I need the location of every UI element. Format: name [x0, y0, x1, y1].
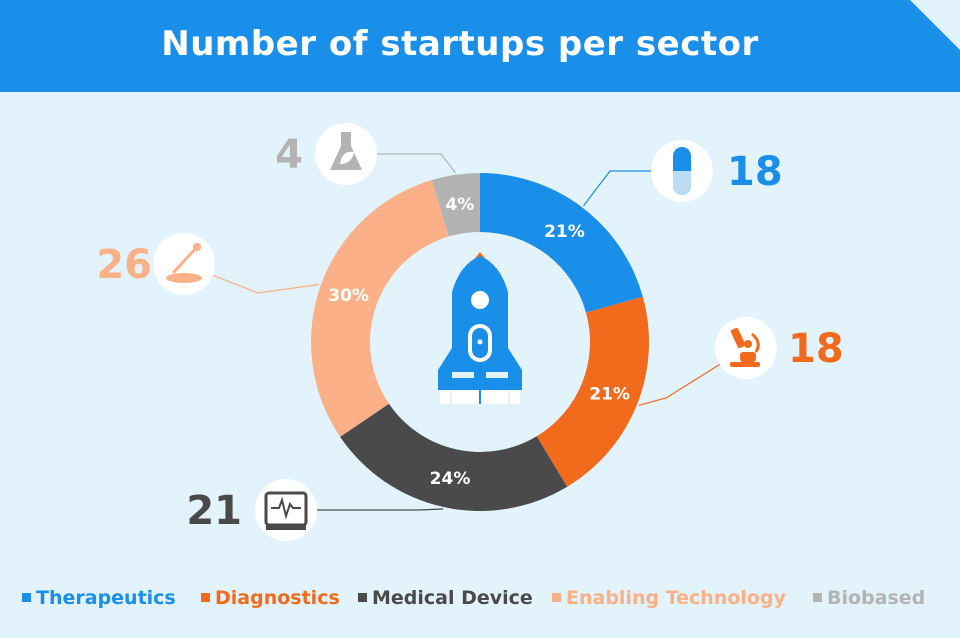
- legend-label: Diagnostics: [215, 587, 340, 609]
- title-banner: Number of startups per sector: [0, 0, 960, 92]
- legend-item: Therapeutics: [22, 584, 176, 612]
- legend-item: Medical Device: [358, 584, 533, 612]
- legend-label: Biobased: [827, 587, 926, 609]
- microscope-icon: [715, 317, 777, 379]
- slice-diagnostics: [536, 296, 649, 487]
- count-label: 18: [727, 149, 783, 195]
- leader-line: [346, 153, 456, 174]
- pipette-dish-icon: [153, 233, 215, 295]
- chart-legend: Therapeutics Diagnostics Medical Device Ena…: [0, 584, 960, 612]
- percent-label: 30%: [328, 286, 369, 306]
- heart-monitor-icon: [255, 479, 317, 541]
- pill-icon: [651, 140, 713, 202]
- slice-enabling-technology: [311, 180, 449, 437]
- legend-label: Therapeutics: [36, 587, 176, 609]
- leader-line: [286, 508, 444, 511]
- legend-item: Biobased: [813, 584, 925, 612]
- legend-swatch: [358, 593, 367, 602]
- flask-leaf-icon: [315, 123, 377, 185]
- legend-item: Enabling Technology: [552, 584, 786, 612]
- percent-label: 4%: [445, 195, 474, 215]
- count-label: 26: [96, 242, 152, 288]
- leader-line: [638, 347, 747, 406]
- legend-swatch: [813, 593, 822, 602]
- count-label: 21: [186, 488, 242, 534]
- count-label: 18: [788, 326, 844, 372]
- slice-biobased: [431, 173, 480, 237]
- legend-item: Diagnostics: [201, 584, 340, 612]
- legend-swatch: [22, 593, 31, 602]
- slice-therapeutics: [480, 173, 643, 313]
- percent-label: 24%: [430, 469, 471, 489]
- title-banner-shape: [0, 0, 960, 92]
- legend-label: Medical Device: [372, 587, 533, 609]
- legend-swatch: [552, 593, 561, 602]
- legend-swatch: [201, 593, 210, 602]
- percent-label: 21%: [544, 222, 585, 242]
- slice-medical-device: [340, 403, 568, 512]
- chart-title: Number of startups per sector: [161, 24, 759, 64]
- legend-label: Enabling Technology: [566, 587, 786, 609]
- count-label: 4: [275, 132, 303, 178]
- rocket-icon: [438, 252, 522, 404]
- percent-label: 21%: [589, 385, 630, 405]
